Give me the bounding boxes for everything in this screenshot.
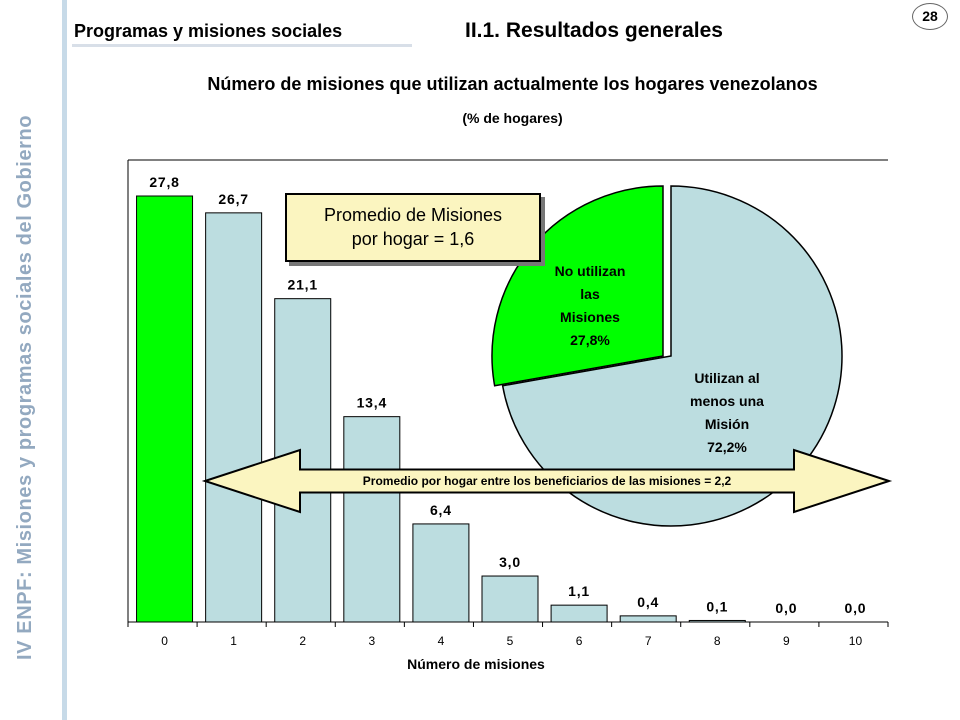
pie-slice-label: 72,2% <box>707 439 747 455</box>
bar <box>205 212 263 623</box>
bar-value-label: 0,4 <box>637 594 659 610</box>
x-tick-label: 3 <box>368 634 375 648</box>
beneficiaries-average-text: Promedio por hogar entre los beneficiari… <box>362 474 732 488</box>
pie-slice-label: No utilizan <box>555 263 626 279</box>
bar <box>550 604 608 623</box>
bar-value-label: 3,0 <box>499 554 521 570</box>
pie-slice-label: Utilizan al <box>694 370 759 386</box>
bar-value-label: 13,4 <box>357 395 387 411</box>
x-tick-label: 6 <box>576 634 583 648</box>
bar <box>619 615 677 623</box>
subsection-title: II.1. Resultados generales <box>465 19 723 42</box>
x-tick-label: 10 <box>849 634 863 648</box>
bar <box>688 619 746 623</box>
double-arrow <box>201 448 893 514</box>
bar <box>343 416 401 623</box>
bar-value-label: 6,4 <box>430 502 452 518</box>
pie-slice-label: Misiones <box>560 309 620 325</box>
x-tick-label: 2 <box>299 634 306 648</box>
pie-slice-label: las <box>580 286 600 302</box>
x-tick-label: 4 <box>438 634 445 648</box>
x-tick-label: 1 <box>230 634 237 648</box>
chart-title: Número de misiones que utilizan actualme… <box>207 74 818 94</box>
bar <box>412 523 470 623</box>
header-divider <box>72 44 412 47</box>
bar-value-label: 27,8 <box>149 174 179 190</box>
bar-value-label: 21,1 <box>288 277 318 293</box>
pie-slice-label: menos una <box>690 393 764 409</box>
x-tick-label: 7 <box>645 634 652 648</box>
x-tick-label: 8 <box>714 634 721 648</box>
bar <box>481 575 539 623</box>
bar-value-label: 26,7 <box>218 191 248 207</box>
pie-slice-label: 27,8% <box>570 332 610 348</box>
x-tick-label: 9 <box>783 634 790 648</box>
side-bar <box>62 0 67 720</box>
bar-value-label: 0,0 <box>845 600 867 616</box>
average-callout-line1: Promedio de Misiones <box>323 205 503 225</box>
section-title: Programas y misiones sociales <box>74 21 343 41</box>
bar-value-label: 1,1 <box>568 583 590 599</box>
average-callout: Promedio de Misiones por hogar = 1,6 <box>285 193 541 262</box>
page-number-badge: 28 <box>912 3 948 30</box>
x-tick-label: 0 <box>161 634 168 648</box>
x-tick-label: 5 <box>507 634 514 648</box>
pie-slice-label: Misión <box>705 416 749 432</box>
average-callout-line2: por hogar = 1,6 <box>351 229 475 249</box>
chart-subtitle: (% de hogares) <box>462 110 563 126</box>
bar-value-label: 0,0 <box>775 600 797 616</box>
bar-value-label: 0,1 <box>706 598 728 614</box>
x-axis-title: Número de misiones <box>407 656 545 672</box>
bar <box>136 195 194 623</box>
